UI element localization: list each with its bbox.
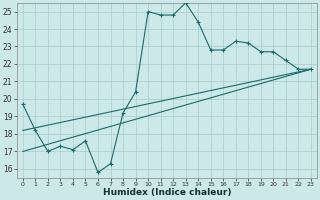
X-axis label: Humidex (Indice chaleur): Humidex (Indice chaleur) (103, 188, 231, 197)
